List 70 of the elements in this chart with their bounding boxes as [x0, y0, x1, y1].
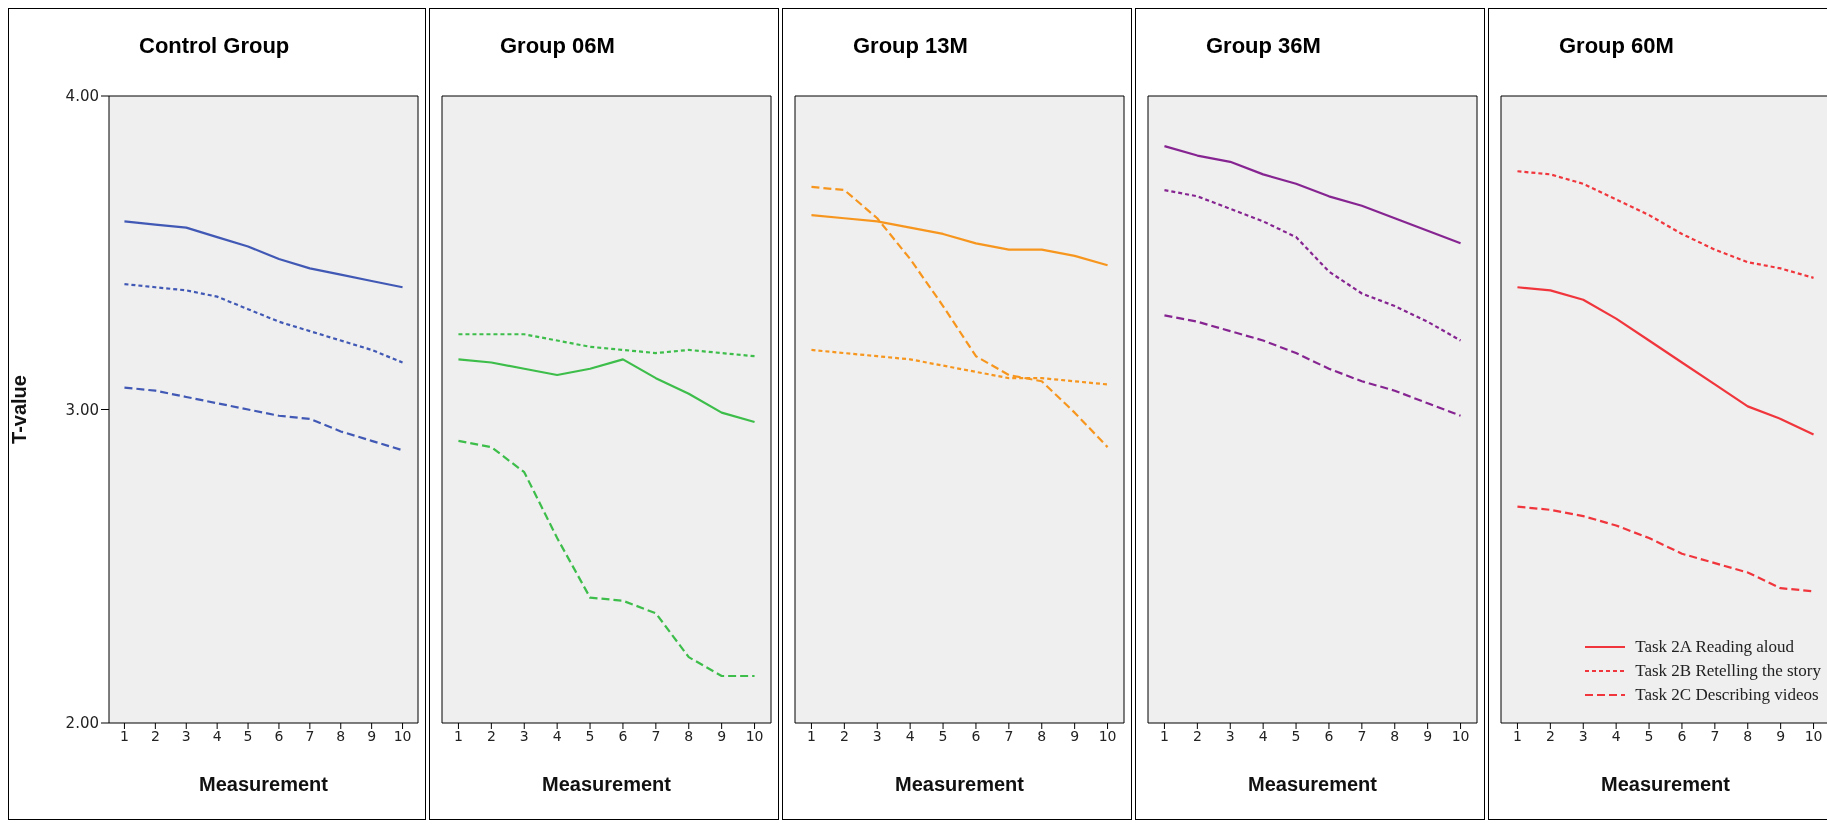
x-tick-label: 3 [519, 727, 529, 744]
x-tick-label: 6 [618, 727, 628, 744]
x-tick-label: 10 [1098, 727, 1117, 744]
x-tick-label: 4 [1611, 727, 1621, 744]
x-tick-label: 9 [367, 727, 377, 744]
x-tick-label: 7 [1004, 727, 1014, 744]
x-tick-label: 7 [1357, 727, 1367, 744]
x-tick-label: 10 [393, 727, 412, 744]
x-tick-label: 9 [717, 727, 727, 744]
x-axis-title: Measurement [895, 773, 1025, 795]
line-series [123, 220, 404, 289]
x-tick-label: 10 [1804, 727, 1823, 744]
y-axis-title: T-value [8, 375, 31, 444]
chart-title: Group 06M [499, 32, 616, 60]
x-tick-label: 7 [1710, 727, 1720, 744]
x-tick-label: 1 [1159, 727, 1169, 744]
x-tick-label: 6 [1677, 727, 1687, 744]
y-tick-label: 2.00 [65, 714, 99, 733]
x-axis-title: Measurement [542, 773, 672, 795]
x-tick-label: 9 [1776, 727, 1786, 744]
x-tick-label: 3 [872, 727, 882, 744]
x-tick-label: 6 [1324, 727, 1334, 744]
x-tick-label: 8 [1037, 727, 1047, 744]
x-axis-title: Measurement [1248, 773, 1378, 795]
x-tick-label: 2 [1192, 727, 1202, 744]
line-series [123, 386, 404, 452]
x-axis-title: Measurement [1601, 773, 1731, 795]
legend-label: Task 2A Reading aloud [1635, 637, 1795, 657]
x-tick-label: 9 [1423, 727, 1433, 744]
x-tick-label: 1 [119, 727, 129, 744]
line-series [123, 283, 404, 364]
y-tick-label: 3.00 [65, 400, 99, 419]
x-tick-label: 7 [305, 727, 315, 744]
x-tick-label: 1 [806, 727, 816, 744]
x-tick-label: 8 [336, 727, 346, 744]
x-tick-label: 6 [971, 727, 981, 744]
x-tick-label: 10 [1451, 727, 1470, 744]
x-axis-title: Measurement [199, 773, 329, 795]
x-tick-label: 4 [552, 727, 562, 744]
x-tick-label: 3 [1578, 727, 1588, 744]
x-tick-label: 4 [1258, 727, 1268, 744]
x-tick-label: 5 [938, 727, 948, 744]
legend-label: Task 2B Retelling the story [1635, 661, 1821, 681]
x-tick-label: 1 [453, 727, 463, 744]
x-tick-label: 6 [274, 727, 284, 744]
x-tick-label: 8 [1390, 727, 1400, 744]
x-tick-label: 7 [651, 727, 661, 744]
x-tick-label: 8 [684, 727, 694, 744]
x-tick-label: 4 [905, 727, 915, 744]
x-tick-label: 5 [1644, 727, 1654, 744]
chart-title: Control Group [138, 32, 291, 60]
x-tick-label: 4 [212, 727, 222, 744]
x-tick-label: 9 [1070, 727, 1080, 744]
x-tick-label: 1 [1512, 727, 1522, 744]
x-tick-label: 3 [1225, 727, 1235, 744]
chart-title: Group 60M [1558, 32, 1675, 60]
x-tick-label: 2 [839, 727, 849, 744]
chart-title: Group 36M [1205, 32, 1322, 60]
y-tick-label: 4.00 [65, 87, 99, 106]
legend-label: Task 2C Describing videos [1635, 685, 1819, 705]
x-tick-label: 2 [1545, 727, 1555, 744]
x-tick-label: 5 [243, 727, 253, 744]
x-tick-label: 10 [745, 727, 764, 744]
x-tick-label: 8 [1743, 727, 1753, 744]
x-tick-label: 2 [150, 727, 160, 744]
x-tick-label: 3 [181, 727, 191, 744]
x-tick-label: 5 [1291, 727, 1301, 744]
x-tick-label: 5 [585, 727, 595, 744]
x-tick-label: 2 [486, 727, 496, 744]
chart-title: Group 13M [852, 32, 969, 60]
